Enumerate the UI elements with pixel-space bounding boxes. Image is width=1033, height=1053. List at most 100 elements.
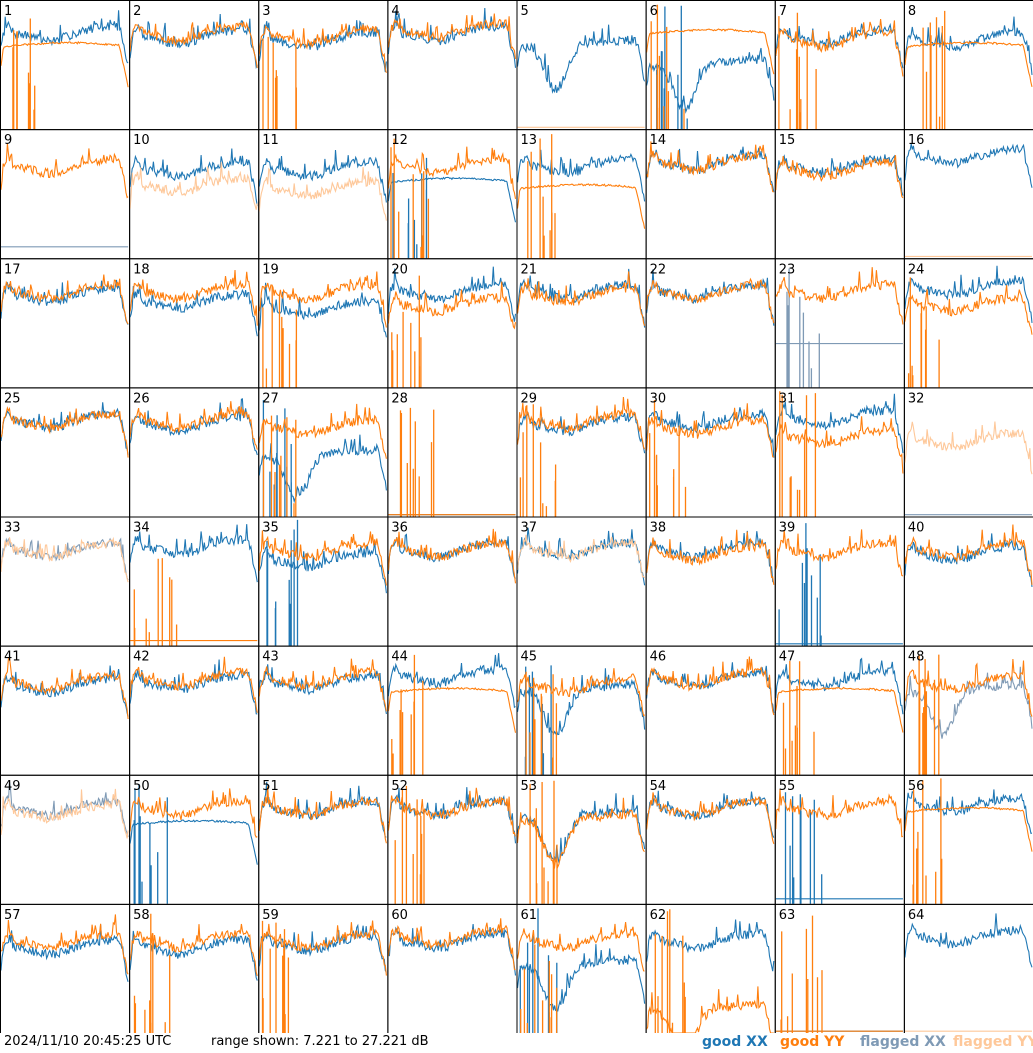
antenna-53-yy-spikes bbox=[529, 780, 558, 904]
antenna-20-frame bbox=[387, 258, 518, 389]
antenna-24-yy-trace bbox=[904, 285, 1033, 335]
antenna-16-xx-trace bbox=[904, 143, 1033, 188]
antenna-panel-43: 43 bbox=[258, 645, 389, 776]
antenna-23-xx-spikes bbox=[786, 268, 820, 388]
antenna-6-yy-spikes bbox=[650, 4, 685, 130]
antenna-30-frame bbox=[645, 387, 776, 518]
antenna-panel-19: 19 bbox=[258, 258, 389, 389]
antenna-27-yy-spikes bbox=[262, 415, 297, 517]
antenna-3-frame bbox=[258, 0, 389, 131]
antenna-64-frame bbox=[903, 903, 1033, 1033]
antenna-36-label: 36 bbox=[391, 521, 408, 536]
antenna-panel-51: 51 bbox=[258, 774, 389, 905]
antenna-30-yy-spikes bbox=[649, 400, 687, 517]
antenna-59-yy-trace bbox=[258, 920, 387, 976]
antenna-42-yy-trace bbox=[129, 656, 258, 713]
antenna-29-yy-spikes bbox=[519, 404, 557, 517]
antenna-panel-25: 25 bbox=[0, 387, 131, 518]
antenna-6-label: 6 bbox=[650, 4, 658, 19]
antenna-panel-2: 2 bbox=[129, 0, 260, 131]
antenna-30-xx-trace bbox=[646, 407, 775, 458]
antenna-16-label: 16 bbox=[908, 133, 925, 148]
antenna-panel-34: 34 bbox=[129, 516, 260, 647]
antenna-4-frame bbox=[387, 0, 518, 131]
antenna-37-yy-trace bbox=[516, 534, 646, 579]
antenna-42-frame bbox=[129, 645, 260, 776]
antenna-57-label: 57 bbox=[4, 908, 21, 923]
antenna-41-yy-trace bbox=[0, 656, 129, 720]
antenna-58-frame bbox=[129, 903, 260, 1033]
antenna-43-frame bbox=[258, 645, 389, 776]
antenna-11-frame bbox=[258, 129, 389, 260]
antenna-58-label: 58 bbox=[133, 908, 150, 923]
antenna-panel-22: 22 bbox=[645, 258, 776, 389]
antenna-panel-20: 20 bbox=[387, 258, 518, 389]
antenna-31-yy-trace bbox=[775, 416, 904, 474]
antenna-25-xx-trace bbox=[0, 402, 129, 456]
antenna-31-label: 31 bbox=[779, 391, 796, 406]
antenna-13-label: 13 bbox=[521, 133, 538, 148]
antenna-7-yy-spikes bbox=[778, 12, 817, 130]
antenna-43-label: 43 bbox=[262, 650, 279, 665]
antenna-panel-24: 24 bbox=[903, 258, 1033, 389]
antenna-panel-35: 35 bbox=[258, 516, 389, 647]
antenna-45-label: 45 bbox=[521, 650, 538, 665]
antenna-17-yy-trace bbox=[0, 274, 129, 325]
antenna-31-yy-spikes bbox=[779, 391, 817, 517]
antenna-52-yy-spikes bbox=[394, 785, 425, 904]
antenna-panel-9: 9 bbox=[0, 129, 131, 260]
antenna-7-yy-trace bbox=[775, 19, 904, 77]
antenna-19-yy-spikes bbox=[262, 285, 298, 388]
antenna-55-frame bbox=[774, 774, 905, 905]
antenna-34-xx-trace bbox=[129, 524, 258, 583]
antenna-39-xx-spikes bbox=[778, 523, 822, 646]
antenna-19-yy-trace bbox=[258, 271, 387, 328]
antenna-58-yy-spikes bbox=[133, 913, 171, 1033]
antenna-panel-31: 31 bbox=[774, 387, 905, 518]
antenna-39-frame bbox=[774, 516, 905, 647]
antenna-56-frame bbox=[903, 774, 1033, 905]
antenna-panel-60: 60 bbox=[387, 903, 518, 1033]
antenna-8-yy-spikes bbox=[922, 10, 946, 130]
antenna-32-label: 32 bbox=[908, 391, 925, 406]
antenna-29-label: 29 bbox=[521, 391, 538, 406]
antenna-54-yy-trace bbox=[646, 792, 775, 845]
antenna-62-yy-trace bbox=[646, 986, 774, 1033]
antenna-44-yy-spikes bbox=[391, 654, 424, 775]
antenna-52-label: 52 bbox=[391, 779, 408, 794]
antenna-panel-3: 3 bbox=[258, 0, 389, 131]
antenna-panel-6: 6 bbox=[645, 0, 776, 131]
antenna-5-label: 5 bbox=[521, 4, 529, 19]
antenna-panel-26: 26 bbox=[129, 387, 260, 518]
antenna-10-label: 10 bbox=[133, 133, 150, 148]
antenna-32-yy-trace bbox=[904, 421, 1033, 475]
antenna-30-yy-trace bbox=[646, 403, 774, 458]
antenna-6-xx-trace bbox=[646, 47, 775, 114]
antenna-61-yy-spikes bbox=[520, 944, 558, 1033]
antenna-panel-50: 50 bbox=[129, 774, 260, 905]
antenna-24-frame bbox=[903, 258, 1033, 389]
antenna-panel-64: 64 bbox=[903, 903, 1033, 1033]
antenna-21-frame bbox=[516, 258, 647, 389]
antenna-3-yy-spikes bbox=[262, 36, 297, 130]
antenna-51-yy-trace bbox=[258, 786, 387, 844]
antenna-32-frame bbox=[903, 387, 1033, 518]
antenna-6-xx-spikes bbox=[656, 5, 688, 130]
antenna-52-frame bbox=[387, 774, 518, 905]
antenna-panel-61: 61 bbox=[516, 903, 647, 1033]
antenna-23-label: 23 bbox=[779, 262, 796, 277]
antenna-4-xx-trace bbox=[387, 7, 517, 68]
antenna-2-xx-trace bbox=[129, 13, 258, 70]
antenna-51-xx-trace bbox=[258, 781, 387, 838]
antenna-47-xx-trace bbox=[775, 657, 904, 715]
antenna-28-label: 28 bbox=[391, 391, 408, 406]
antenna-panel-32: 32 bbox=[903, 387, 1033, 518]
antenna-42-label: 42 bbox=[133, 650, 150, 665]
antenna-27-label: 27 bbox=[262, 391, 279, 406]
antenna-10-xx-trace bbox=[129, 148, 258, 206]
antenna-53-label: 53 bbox=[521, 779, 538, 794]
antenna-22-xx-trace bbox=[646, 269, 775, 326]
antenna-37-label: 37 bbox=[521, 521, 538, 536]
antenna-23-yy-trace bbox=[775, 267, 904, 325]
